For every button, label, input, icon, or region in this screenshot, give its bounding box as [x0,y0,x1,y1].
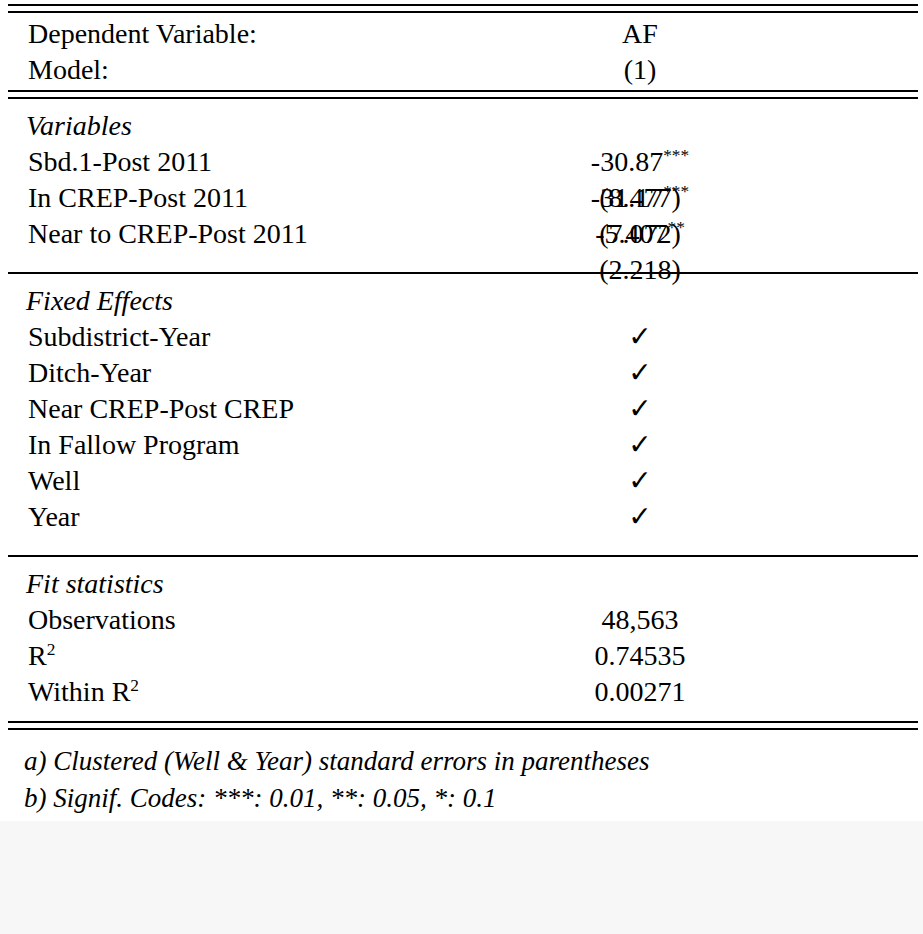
coefficient-value: -31.17*** [470,180,810,216]
table-row: R2 0.74535 [0,638,923,674]
fixed-effect-label: Near CREP-Post CREP [28,393,294,424]
dependent-variable-label: Dependent Variable: [28,18,257,49]
variables-section-title: Variables [0,108,923,144]
fit-statistic-label: R2 [28,640,55,671]
fixed-effect-label: Year [28,501,80,532]
fixed-effect-label: In Fallow Program [28,429,240,460]
check-mark: ✓ [470,499,810,535]
table-bottom-double-rule [8,721,918,730]
table-row: Ditch-Year ✓ [0,355,923,391]
coefficient-value: -30.87*** [470,144,810,180]
label-text: Within R [28,676,130,707]
check-mark: ✓ [470,355,810,391]
check-mark: ✓ [470,463,810,499]
note-clustered-se: a) Clustered (Well & Year) standard erro… [0,743,923,780]
check-mark: ✓ [470,427,810,463]
variables-section: Variables Sbd.1-Post 2011 -30.87*** (8.4… [0,99,923,272]
bottom-background-strip [0,821,923,934]
table-row: Near to CREP-Post 2011 -5.407** [0,216,923,252]
table-row: Year ✓ [0,499,923,535]
table-row: Sbd.1-Post 2011 -30.87*** [0,144,923,180]
top-double-rule [8,4,918,13]
estimate: -30.87 [591,146,663,177]
fixed-effect-label: Well [28,465,80,496]
label-superscript: 2 [47,640,56,659]
fit-statistic-value: 0.00271 [470,674,810,710]
significance-stars: ** [667,218,684,237]
model-number: (1) [470,52,810,88]
table-notes: a) Clustered (Well & Year) standard erro… [0,730,923,817]
label-superscript: 2 [130,676,139,695]
table-row: In CREP-Post 2011 -31.17*** [0,180,923,216]
note-signif-codes: b) Signif. Codes: ***: 0.01, **: 0.05, *… [0,780,923,817]
fixed-effects-section-title: Fixed Effects [0,283,923,319]
fit-statistic-value: 48,563 [470,602,810,638]
label-text: Observations [28,604,176,635]
regression-table-page: Dependent Variable: AF Model: (1) Variab… [0,0,923,934]
table-row: In Fallow Program ✓ [0,427,923,463]
table-row: Near CREP-Post CREP ✓ [0,391,923,427]
model-label: Model: [28,54,109,85]
significance-stars: *** [663,146,689,165]
fit-statistic-value: 0.74535 [470,638,810,674]
coefficient-value: -5.407** [470,216,810,252]
fit-statistic-label: Observations [28,604,176,635]
variable-label: In CREP-Post 2011 [28,182,248,213]
fixed-effect-label: Subdistrict-Year [28,321,210,352]
fixed-effect-label: Ditch-Year [28,357,151,388]
table-row: Dependent Variable: AF [0,16,923,52]
variable-label: Near to CREP-Post 2011 [28,218,308,249]
table-row: Subdistrict-Year ✓ [0,319,923,355]
estimate: -31.17 [591,182,663,213]
header-bottom-double-rule [8,90,918,99]
check-mark: ✓ [470,319,810,355]
check-mark: ✓ [470,391,810,427]
variable-label: Sbd.1-Post 2011 [28,146,212,177]
fixed-effects-section: Fixed Effects Subdistrict-Year ✓ Ditch-Y… [0,274,923,555]
significance-stars: *** [663,182,689,201]
label-text: R [28,640,47,671]
fit-statistics-section: Fit statistics Observations 48,563 R2 0.… [0,557,923,721]
estimate: -5.407 [595,218,667,249]
fit-statistics-section-title: Fit statistics [0,566,923,602]
table-row: Observations 48,563 [0,602,923,638]
dependent-variable-value: AF [470,16,810,52]
table-row: Within R2 0.00271 [0,674,923,710]
table-row: Model: (1) [0,52,923,88]
fit-statistic-label: Within R2 [28,676,139,707]
table-header-section: Dependent Variable: AF Model: (1) [0,13,923,90]
table-row: Well ✓ [0,463,923,499]
